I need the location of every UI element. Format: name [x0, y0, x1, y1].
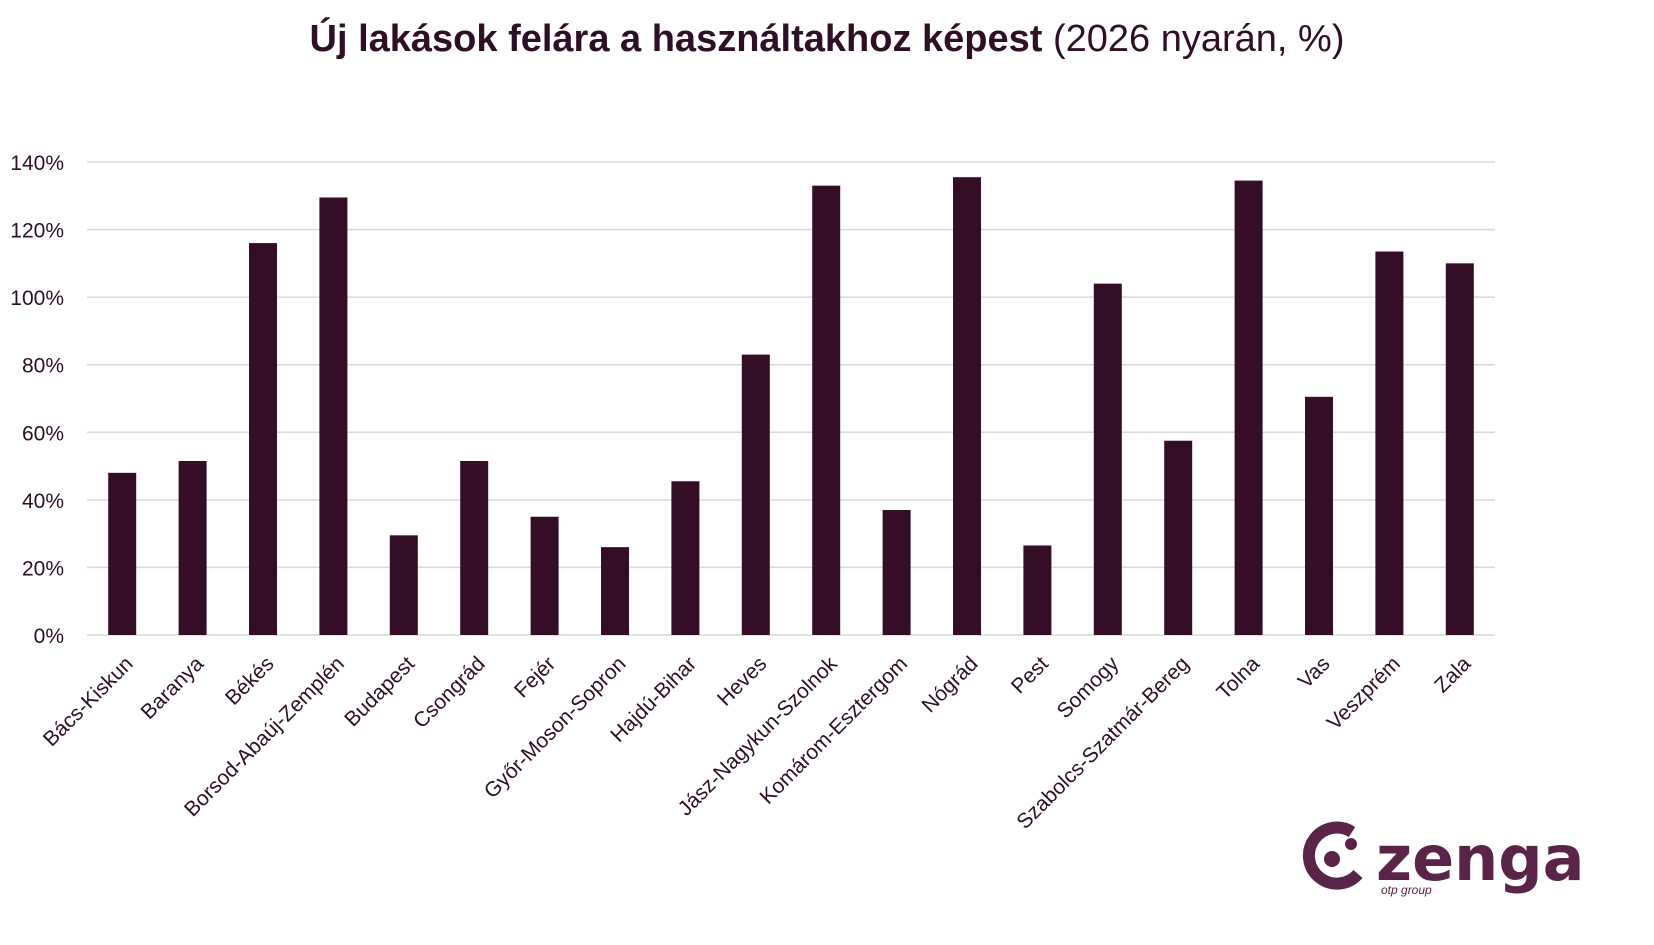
- bar-9: [741, 354, 770, 635]
- y-tick-label: 40%: [22, 490, 64, 513]
- bar-19: [1445, 263, 1474, 635]
- chart-title-sub: (2026 nyarán, %): [1042, 18, 1345, 60]
- x-tick-label: Fejér: [510, 652, 560, 702]
- bar-12: [953, 177, 981, 636]
- x-tick-label: Pest: [1007, 652, 1053, 698]
- chart-title: Új lakások felára a használtakhoz képest…: [0, 18, 1654, 61]
- bar-5: [460, 461, 489, 635]
- bar-10: [812, 185, 841, 635]
- bar-15: [1164, 440, 1193, 635]
- chart-title-main: Új lakások felára a használtakhoz képest: [309, 18, 1043, 60]
- x-tick-label: Tolna: [1212, 652, 1264, 704]
- y-tick-label: 140%: [10, 152, 64, 175]
- bar-0: [108, 472, 137, 635]
- zenga-logo-mark: [1302, 821, 1363, 890]
- x-tick-label: Heves: [713, 652, 771, 710]
- bar-14: [1093, 283, 1122, 635]
- x-tick-label: Bács-Kiskun: [39, 652, 138, 751]
- bar-18: [1375, 251, 1404, 635]
- x-tick-label: Csongrád: [409, 652, 490, 733]
- x-tick-label: Budapest: [340, 652, 419, 731]
- bar-17: [1305, 396, 1333, 635]
- bar-4: [389, 535, 418, 635]
- y-tick-label: 120%: [10, 220, 64, 243]
- bar-6: [530, 516, 559, 635]
- bar-7: [601, 547, 629, 635]
- zenga-logo: zenga otp group: [1302, 821, 1585, 897]
- x-tick-label: Nógrád: [918, 652, 983, 717]
- x-tick-label: Veszprém: [1323, 652, 1405, 734]
- bar-11: [882, 509, 911, 635]
- gridlines: [87, 161, 1495, 636]
- x-tick-label: Baranya: [137, 652, 209, 724]
- zenga-logo-wordmark: zenga: [1376, 822, 1585, 895]
- y-axis-ticks: 0% 20% 40% 60% 80% 100% 120% 140%: [10, 152, 64, 648]
- bar-8: [671, 481, 700, 635]
- bar-13: [1023, 545, 1052, 635]
- x-tick-label: Somogy: [1053, 652, 1124, 723]
- y-tick-label: 60%: [22, 422, 64, 445]
- bar-2: [249, 243, 277, 636]
- x-tick-label: Békés: [221, 652, 279, 710]
- bar-1: [178, 461, 207, 635]
- y-tick-label: 0%: [34, 625, 64, 648]
- x-tick-label: Zala: [1430, 652, 1475, 697]
- y-tick-label: 100%: [10, 287, 64, 310]
- y-tick-label: 20%: [22, 557, 64, 580]
- bar-16: [1234, 180, 1263, 635]
- bar-3: [319, 197, 348, 635]
- x-tick-label: Vas: [1294, 652, 1335, 693]
- zenga-logo-tagline: otp group: [1381, 883, 1432, 897]
- y-tick-label: 80%: [22, 355, 64, 378]
- bars: [108, 177, 1474, 636]
